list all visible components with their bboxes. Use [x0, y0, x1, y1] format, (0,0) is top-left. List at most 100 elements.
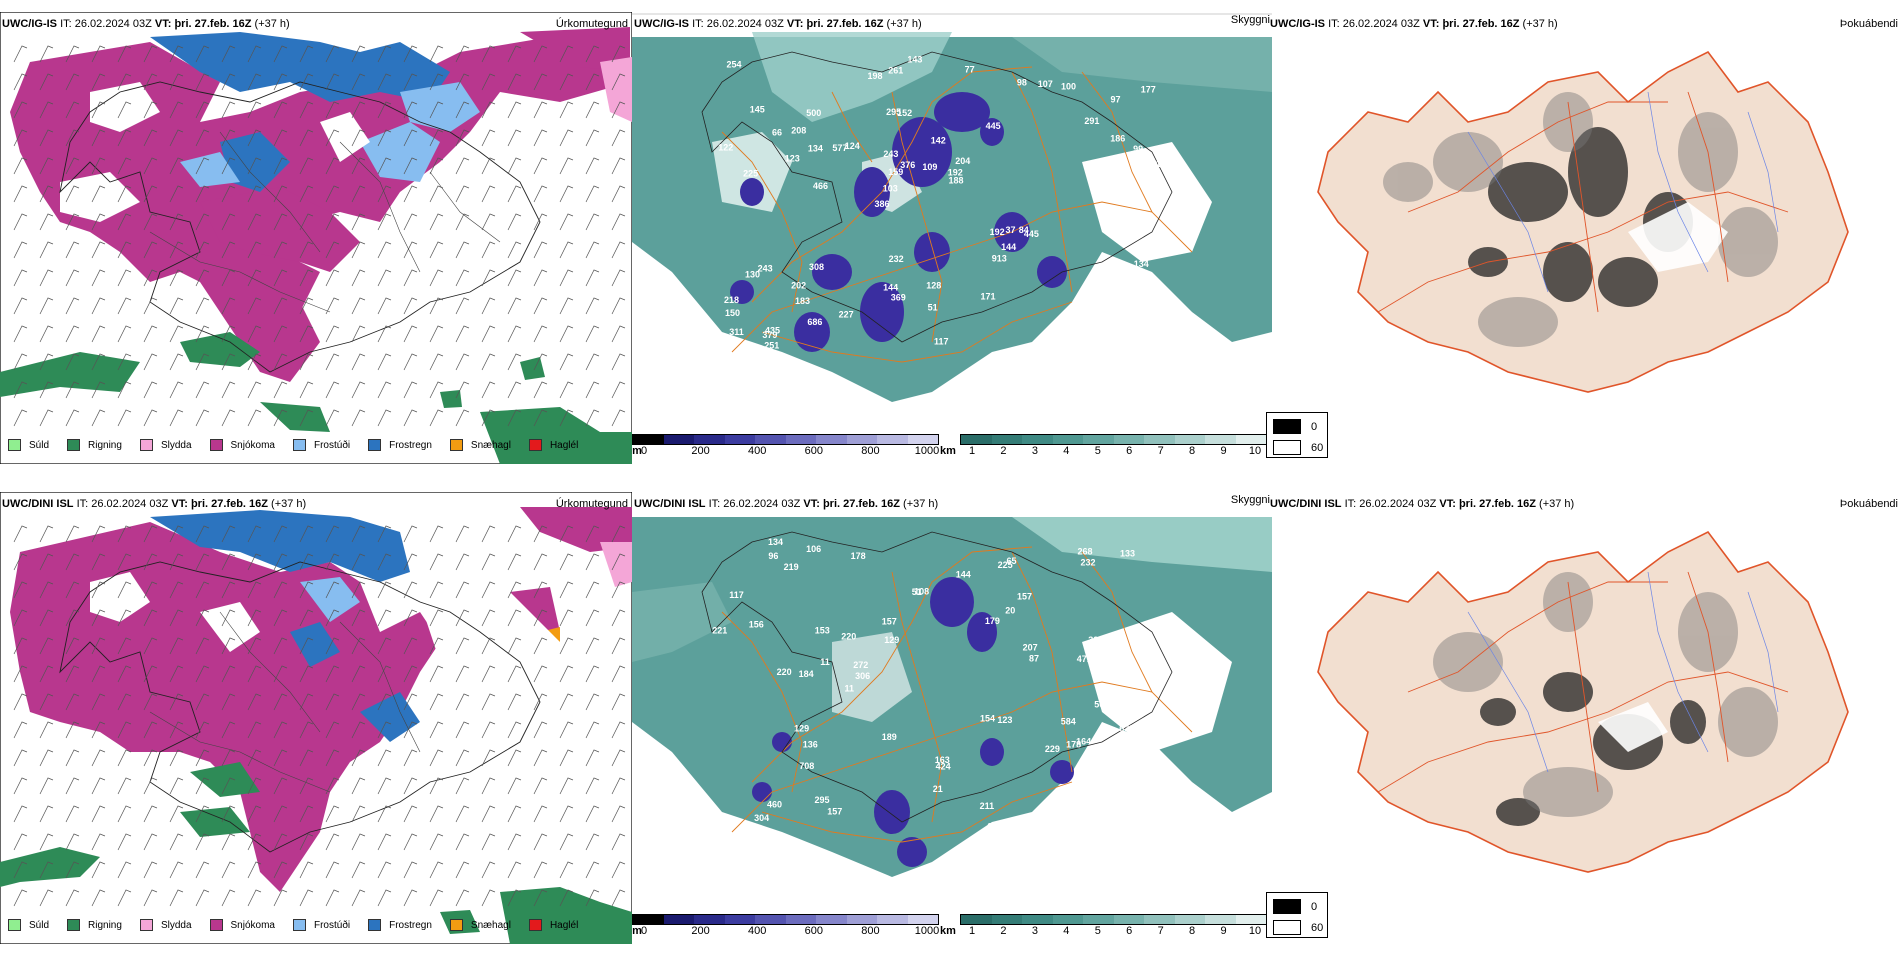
wind-barb — [299, 693, 314, 711]
wind-barb — [455, 213, 470, 231]
colorbar-step — [846, 435, 877, 444]
wind-barb — [585, 833, 600, 851]
colorbar-step — [1022, 435, 1053, 444]
visibility-label: 51 — [912, 587, 922, 597]
visibility-label: 134 — [1134, 259, 1149, 269]
wind-barb — [65, 129, 80, 147]
legend-item: Haglél — [523, 439, 578, 451]
model-header: UWC/IG-IS IT: 26.02.2024 03Z VT: þri. 27… — [634, 18, 922, 30]
wind-barb — [13, 861, 28, 879]
wind-barb — [169, 353, 184, 371]
panel-title: Þokuábendi — [1839, 18, 1898, 30]
colorbar-step — [694, 915, 725, 924]
legend-item: Súld — [2, 919, 49, 931]
wind-barb — [221, 269, 236, 287]
wind-barb — [403, 381, 418, 399]
wind-barb — [221, 777, 236, 795]
wind-barb — [143, 241, 158, 259]
wind-barb — [13, 553, 28, 571]
wind-barb — [299, 185, 314, 203]
wind-barb — [403, 185, 418, 203]
wind-barb — [585, 749, 600, 767]
wind-barb — [91, 861, 106, 879]
wind-barb — [325, 553, 340, 571]
visibility-label: 220 — [777, 667, 792, 677]
wind-barb — [299, 129, 314, 147]
fog-legend-row: 0 — [1273, 419, 1327, 434]
wind-barb — [91, 525, 106, 543]
visibility-label: 207 — [1023, 643, 1038, 653]
wind-barb — [117, 325, 132, 343]
visibility-label: 220 — [841, 632, 856, 642]
visibility-label: 208 — [791, 125, 806, 135]
wind-barb — [91, 749, 106, 767]
colorbar-step — [633, 915, 664, 924]
wind-barb — [117, 553, 132, 571]
legend-swatch — [8, 919, 21, 931]
wind-barb — [247, 777, 262, 795]
wind-barb — [195, 861, 210, 879]
wind-barb — [117, 721, 132, 739]
wind-barb — [611, 665, 626, 683]
wind-barb — [559, 409, 574, 427]
panel-title: Úrkomutegund — [555, 18, 628, 30]
wind-barb — [221, 45, 236, 63]
wind-barb — [585, 45, 600, 63]
colorbar-tick: 400 — [748, 445, 767, 457]
wind-barb — [39, 185, 54, 203]
colorbar-tick: 8 — [1189, 925, 1196, 937]
visibility-label: 500 — [806, 108, 821, 118]
wind-barb — [559, 101, 574, 119]
wind-barb — [91, 325, 106, 343]
wind-barb — [117, 889, 132, 907]
colorbar-tick: 3 — [1031, 445, 1038, 457]
wind-barb — [195, 637, 210, 655]
wind-barb — [611, 805, 626, 823]
fog-legend-label: 0 — [1311, 420, 1318, 433]
wind-barb — [351, 241, 366, 259]
wind-barb — [325, 381, 340, 399]
wind-barb — [299, 241, 314, 259]
visibility-label: 130 — [745, 270, 760, 280]
visibility-label: 471 — [1077, 654, 1092, 664]
wind-barb — [273, 581, 288, 599]
panel-title: Úrkomutegund — [555, 498, 628, 510]
fog-legend-swatch — [1273, 419, 1301, 434]
wind-barb — [611, 213, 626, 231]
wind-barb — [377, 581, 392, 599]
wind-barb — [13, 581, 28, 599]
wind-barb — [169, 241, 184, 259]
colorbar-step — [1235, 435, 1266, 444]
wind-barb — [533, 297, 548, 315]
wind-barb — [13, 129, 28, 147]
wind-barb — [325, 409, 340, 427]
wind-barb — [585, 525, 600, 543]
wind-barb — [247, 269, 262, 287]
visibility-label: 369 — [891, 293, 906, 303]
wind-barb — [117, 129, 132, 147]
wind-barb — [559, 581, 574, 599]
colorbar-step — [1113, 915, 1144, 924]
wind-barb — [507, 609, 522, 627]
visibility-colorbar-km-bottom: km 1 2 3 4 5 6 7 8 9 10 — [940, 914, 1267, 954]
wind-barb — [143, 73, 158, 91]
visibility-label: 251 — [764, 340, 779, 350]
wind-barb — [91, 805, 106, 823]
wind-barb — [559, 381, 574, 399]
wind-barb — [351, 609, 366, 627]
wind-barb — [611, 101, 626, 119]
colorbar-step — [755, 915, 786, 924]
visibility-label: 129 — [884, 635, 899, 645]
wind-barb — [481, 241, 496, 259]
visibility-label: 913 — [992, 253, 1007, 263]
wind-barb — [143, 553, 158, 571]
legend-swatch — [449, 439, 463, 451]
wind-barb — [273, 721, 288, 739]
wind-barb — [351, 805, 366, 823]
fog-legend-swatch — [1273, 920, 1301, 935]
wind-barb — [455, 861, 470, 879]
wind-barb — [247, 297, 262, 315]
wind-barb — [351, 73, 366, 91]
legend-swatch — [209, 919, 223, 931]
colorbar-step — [633, 435, 664, 444]
